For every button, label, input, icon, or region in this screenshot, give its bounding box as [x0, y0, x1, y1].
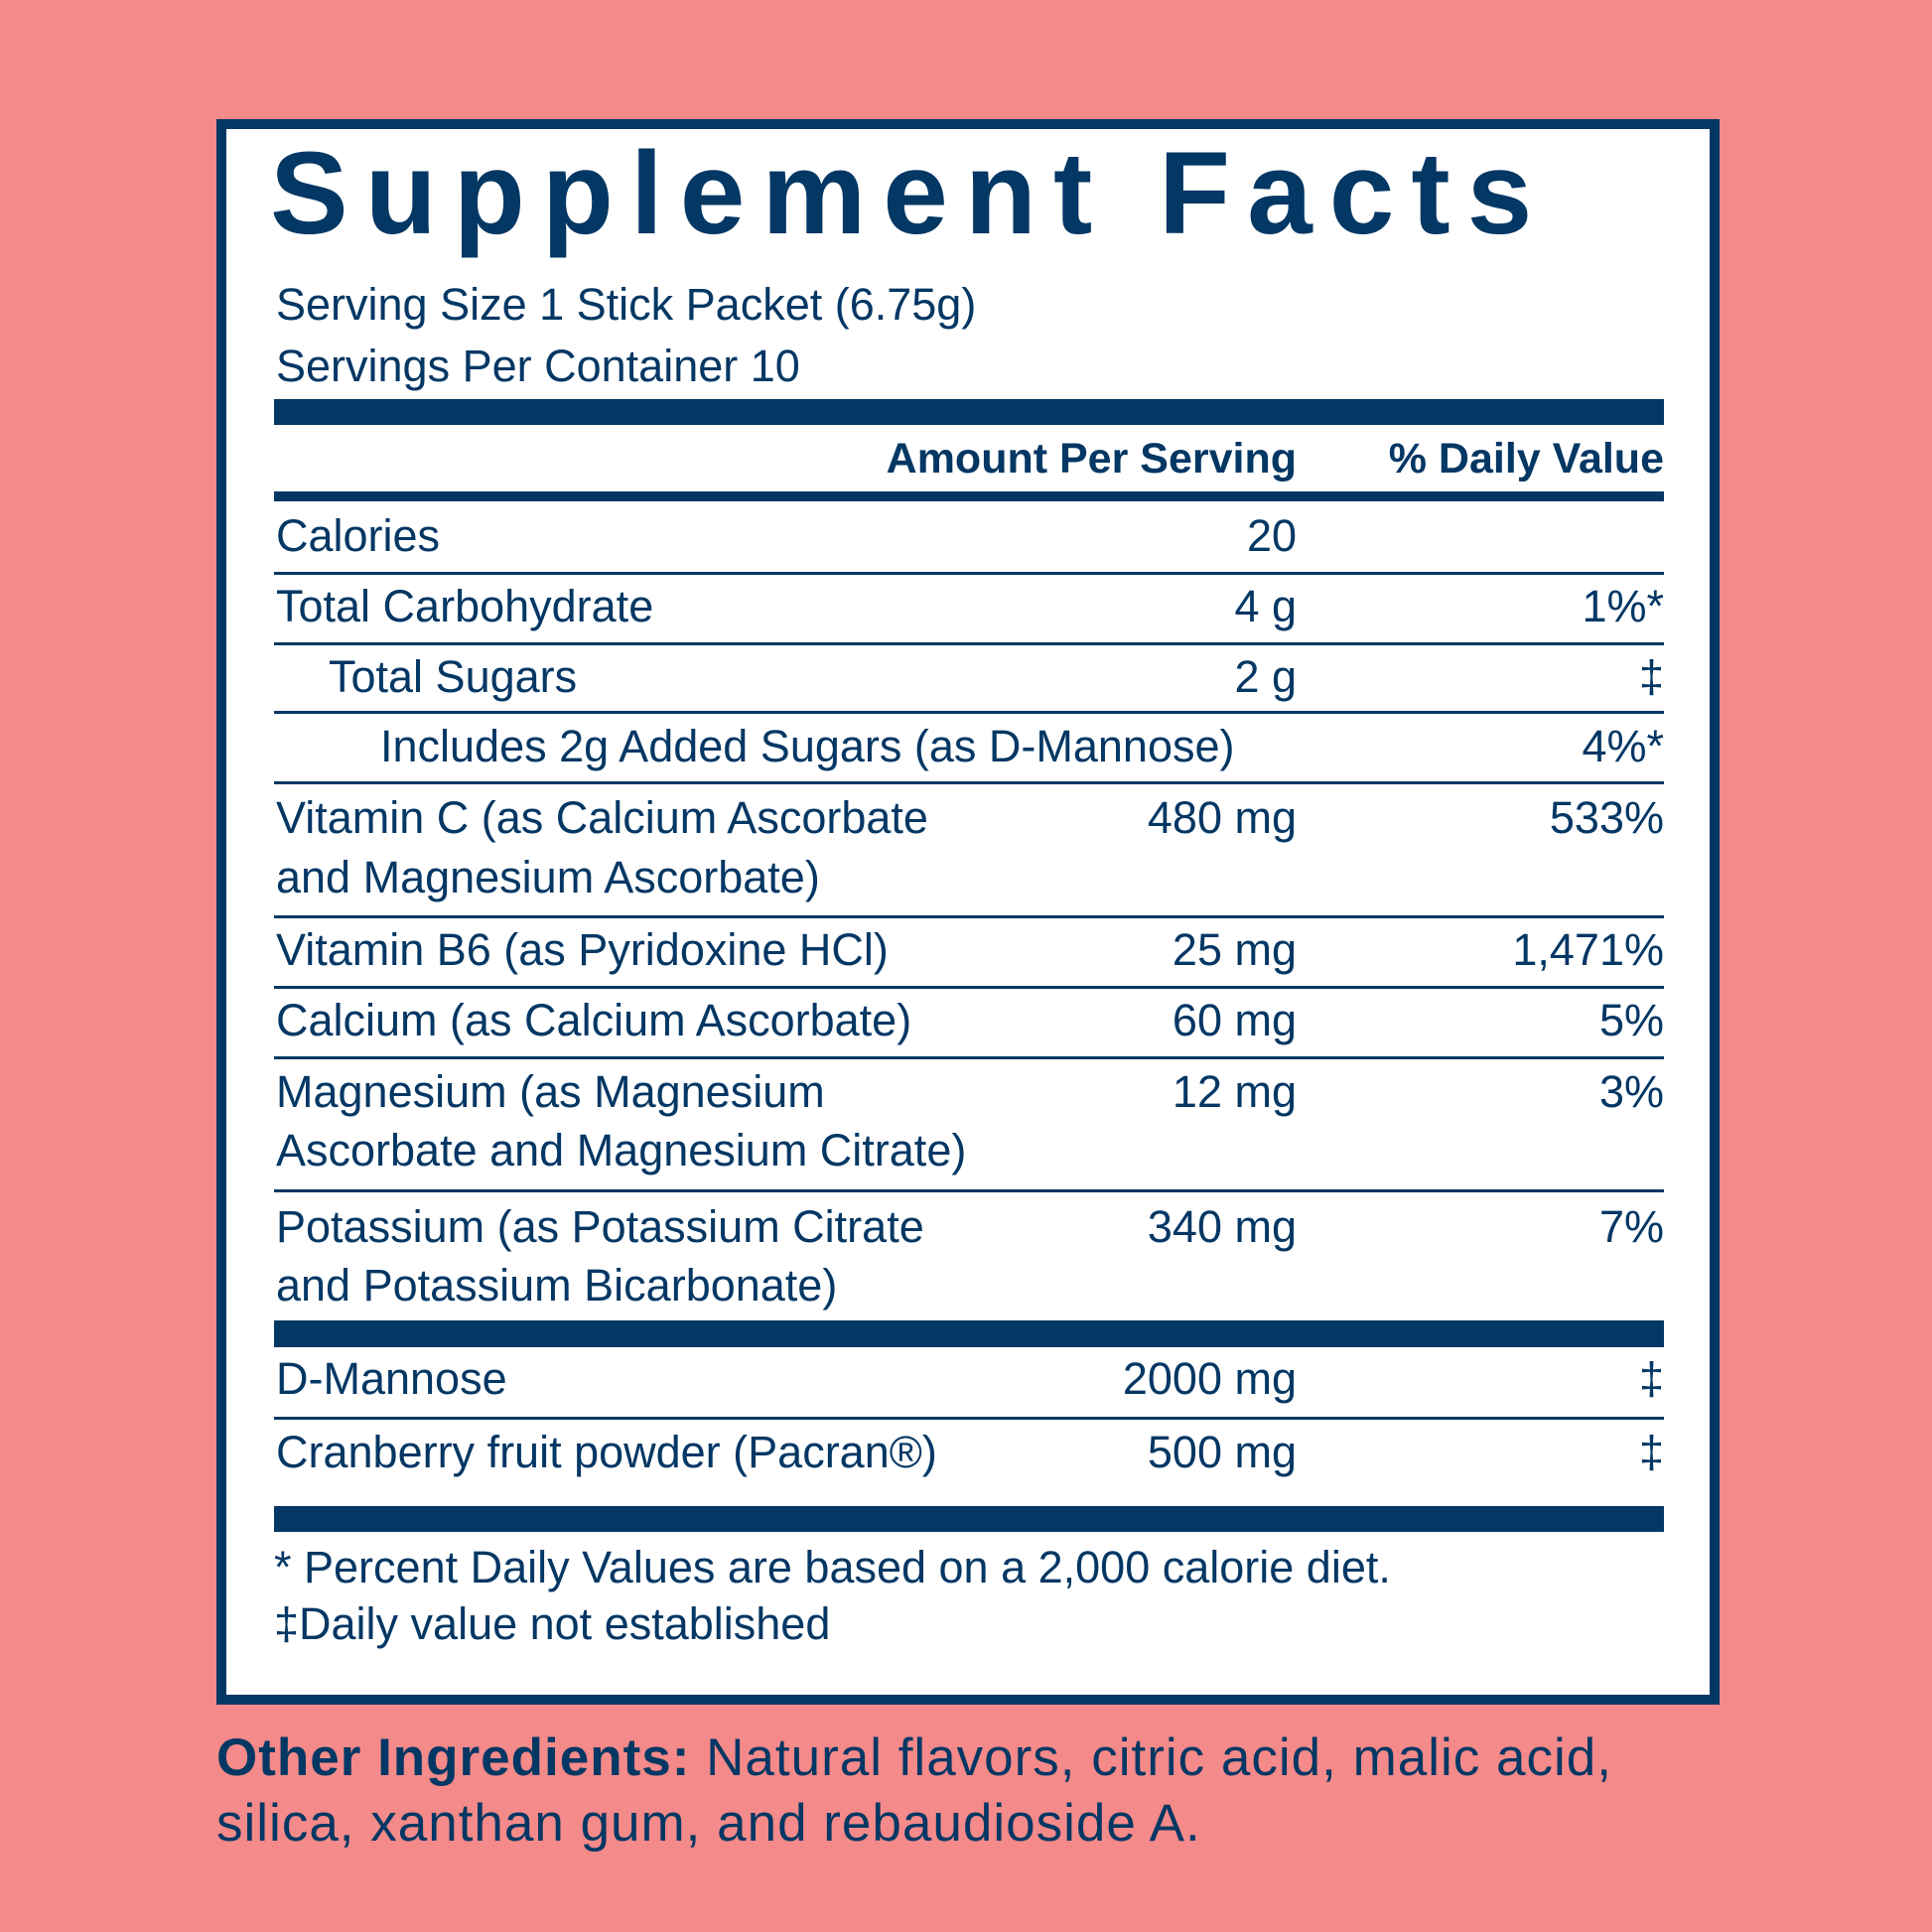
divider-thick — [274, 1320, 1664, 1347]
nutrient-daily-value: 1,471% — [1512, 924, 1664, 975]
panel-title: Supplement Facts — [270, 128, 1550, 259]
divider-thick — [274, 399, 1664, 425]
nutrient-name-continued: and Potassium Bicarbonate) — [276, 1260, 838, 1311]
nutrient-amount: 500 mg — [1147, 1427, 1297, 1477]
nutrient-daily-value: 7% — [1598, 1201, 1664, 1252]
divider-medium — [274, 491, 1664, 501]
header-daily-value: % Daily Value — [1388, 435, 1664, 483]
row-divider — [274, 642, 1664, 645]
nutrient-daily-value: ‡ — [1638, 651, 1664, 702]
nutrient-name: Magnesium (as Magnesium — [276, 1066, 825, 1117]
nutrient-amount: 20 — [1246, 510, 1297, 561]
row-divider — [274, 711, 1664, 714]
servings-per-container: Servings Per Container 10 — [276, 341, 800, 391]
nutrient-name: Vitamin B6 (as Pyridoxine HCl) — [276, 924, 889, 975]
row-divider — [274, 1189, 1664, 1192]
supplement-facts-panel — [216, 119, 1720, 1705]
serving-size: Serving Size 1 Stick Packet (6.75g) — [276, 279, 977, 330]
nutrient-daily-value: ‡ — [1638, 1353, 1664, 1404]
nutrient-amount: 2000 mg — [1122, 1353, 1297, 1404]
nutrient-name: Total Carbohydrate — [276, 581, 654, 631]
nutrient-amount: 2 g — [1234, 651, 1297, 702]
nutrient-name: Calcium (as Calcium Ascorbate) — [276, 995, 912, 1045]
nutrient-name-continued: Ascorbate and Magnesium Citrate) — [276, 1125, 967, 1175]
row-divider — [274, 1056, 1664, 1059]
footnote-dv: * Percent Daily Values are based on a 2,… — [274, 1542, 1391, 1592]
nutrient-daily-value: 533% — [1549, 792, 1664, 843]
nutrient-daily-value: 1%* — [1582, 581, 1664, 631]
divider-thick — [274, 1506, 1664, 1532]
header-amount: Amount Per Serving — [886, 435, 1297, 483]
nutrient-name: D-Mannose — [276, 1353, 507, 1404]
nutrient-amount: 60 mg — [1172, 995, 1297, 1045]
nutrient-name: Vitamin C (as Calcium Ascorbate — [276, 792, 928, 843]
row-divider — [274, 572, 1664, 575]
nutrient-amount: 340 mg — [1147, 1201, 1297, 1252]
nutrient-daily-value: ‡ — [1638, 1427, 1664, 1477]
nutrient-name: Potassium (as Potassium Citrate — [276, 1201, 924, 1252]
row-divider — [274, 915, 1664, 918]
footnote-not-established: ‡Daily value not established — [274, 1598, 831, 1649]
nutrient-name: Cranberry fruit powder (Pacran®) — [276, 1427, 937, 1477]
other-ingredients-text: Natural flavors, citric acid, malic acid… — [216, 1728, 1612, 1853]
nutrient-amount: 4 g — [1234, 581, 1297, 631]
nutrient-name: Total Sugars — [329, 651, 578, 702]
nutrient-daily-value: 3% — [1598, 1066, 1664, 1117]
other-ingredients: Other Ingredients: Natural flavors, citr… — [216, 1725, 1706, 1857]
other-ingredients-label: Other Ingredients: — [216, 1728, 691, 1787]
nutrient-daily-value: 5% — [1598, 995, 1664, 1045]
nutrient-name-continued: and Magnesium Ascorbate) — [276, 852, 820, 902]
nutrient-amount: 25 mg — [1172, 924, 1297, 975]
nutrient-daily-value: 4%* — [1582, 721, 1664, 771]
nutrient-amount: 12 mg — [1172, 1066, 1297, 1117]
nutrient-name: Includes 2g Added Sugars (as D-Mannose) — [380, 721, 1235, 771]
row-divider — [274, 781, 1664, 784]
nutrient-amount: 480 mg — [1147, 792, 1297, 843]
row-divider — [274, 1417, 1664, 1420]
nutrient-name: Calories — [276, 510, 441, 561]
row-divider — [274, 986, 1664, 989]
